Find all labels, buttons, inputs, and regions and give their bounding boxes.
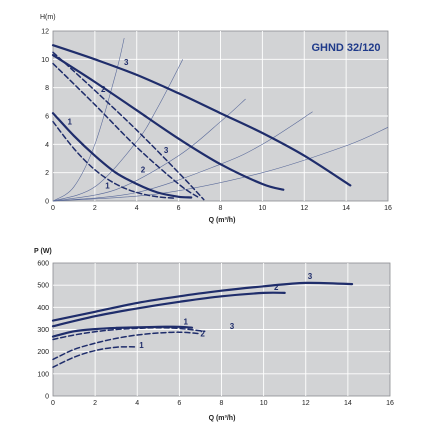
head-chart: 0 2 4 6 8 10 12 14 16 0 2 4 6 8 10 12 3 2 1 3 2 1 GHND 32/1… xyxy=(40,14,392,224)
system-curve xyxy=(52,98,246,202)
y-tick-label: 4 xyxy=(45,142,49,149)
curve-label: 3 xyxy=(308,272,313,281)
power-y-ticks: 0 100 200 300 400 500 600 xyxy=(37,261,49,401)
y-tick-label: 400 xyxy=(37,305,49,312)
x-tick-label: 14 xyxy=(344,400,352,407)
system-curve xyxy=(52,38,125,202)
y-tick-label: 8 xyxy=(45,85,49,92)
curve-speed-2-dashed xyxy=(52,62,199,198)
curve-label: 2 xyxy=(101,85,106,94)
power-chart: 0 2 4 6 8 10 12 14 16 0 100 200 300 400 500 600 3 2 1 3 2 1… xyxy=(34,248,394,422)
y-tick-label: 0 xyxy=(45,199,49,206)
curve-label: 3 xyxy=(230,322,235,331)
curve-label: 1 xyxy=(105,181,110,190)
curve-label: 1 xyxy=(183,317,188,326)
curve-speed-1-dashed xyxy=(52,120,176,199)
y-tick-label: 600 xyxy=(37,261,49,268)
head-y-axis-label: H(m) xyxy=(40,14,56,21)
head-series-labels: 3 2 1 3 2 1 xyxy=(68,58,169,190)
x-tick-label: 12 xyxy=(302,400,310,407)
x-tick-label: 10 xyxy=(260,400,268,407)
system-curve xyxy=(52,127,389,202)
x-tick-label: 2 xyxy=(93,205,97,212)
x-tick-label: 2 xyxy=(93,400,97,407)
curve-label: 2 xyxy=(274,283,279,292)
x-tick-label: 8 xyxy=(220,400,224,407)
x-tick-label: 14 xyxy=(342,205,350,212)
head-series xyxy=(51,44,352,201)
head-x-axis-label: Q (m³/h) xyxy=(209,217,236,224)
y-tick-label: 500 xyxy=(37,283,49,290)
y-tick-label: 0 xyxy=(45,394,49,401)
y-tick-label: 12 xyxy=(41,29,49,36)
curve-speed-3 xyxy=(51,281,354,322)
power-x-axis-label: Q (m³/h) xyxy=(209,415,236,422)
x-tick-label: 6 xyxy=(177,205,181,212)
chart-title: GHND 32/120 xyxy=(311,42,380,54)
curve-speed-2 xyxy=(51,54,285,191)
curve-label: 1 xyxy=(139,341,144,350)
x-tick-label: 0 xyxy=(51,400,55,407)
head-grid xyxy=(53,31,388,201)
head-y-ticks: 0 2 4 6 8 10 12 xyxy=(41,29,49,206)
curve-speed-3 xyxy=(51,44,352,187)
curve-speed-3-dashed xyxy=(52,326,206,341)
curve-speed-3-dashed xyxy=(52,51,205,201)
curve-speed-1 xyxy=(51,325,194,338)
curve-label: 2 xyxy=(141,166,146,175)
x-tick-label: 10 xyxy=(258,205,266,212)
system-curve xyxy=(52,59,184,202)
y-tick-label: 10 xyxy=(41,57,49,64)
power-x-ticks: 0 2 4 6 8 10 12 14 16 xyxy=(51,400,394,407)
curve-label: 3 xyxy=(164,146,169,155)
curve-speed-2 xyxy=(51,291,286,328)
power-series-labels: 3 2 1 3 2 1 xyxy=(139,272,313,350)
x-tick-label: 8 xyxy=(219,205,223,212)
x-tick-label: 4 xyxy=(135,400,139,407)
y-tick-label: 200 xyxy=(37,349,49,356)
power-series xyxy=(51,281,354,368)
y-tick-label: 2 xyxy=(45,170,49,177)
curve-label: 3 xyxy=(124,58,129,67)
x-tick-label: 6 xyxy=(177,400,181,407)
x-tick-label: 16 xyxy=(386,400,394,407)
power-y-axis-label: P (W) xyxy=(34,248,52,255)
x-tick-label: 12 xyxy=(300,205,308,212)
y-tick-label: 300 xyxy=(37,327,49,334)
curve-label: 1 xyxy=(68,118,73,127)
head-x-ticks: 0 2 4 6 8 10 12 14 16 xyxy=(51,205,392,212)
curve-label: 2 xyxy=(200,330,205,339)
x-tick-label: 0 xyxy=(51,205,55,212)
curve-speed-1-dashed xyxy=(52,346,139,368)
y-tick-label: 100 xyxy=(37,371,49,378)
curve-speed-2-dashed xyxy=(52,331,200,361)
x-tick-label: 16 xyxy=(384,205,392,212)
x-tick-label: 4 xyxy=(135,205,139,212)
curve-speed-1 xyxy=(51,112,193,199)
y-tick-label: 6 xyxy=(45,114,49,121)
